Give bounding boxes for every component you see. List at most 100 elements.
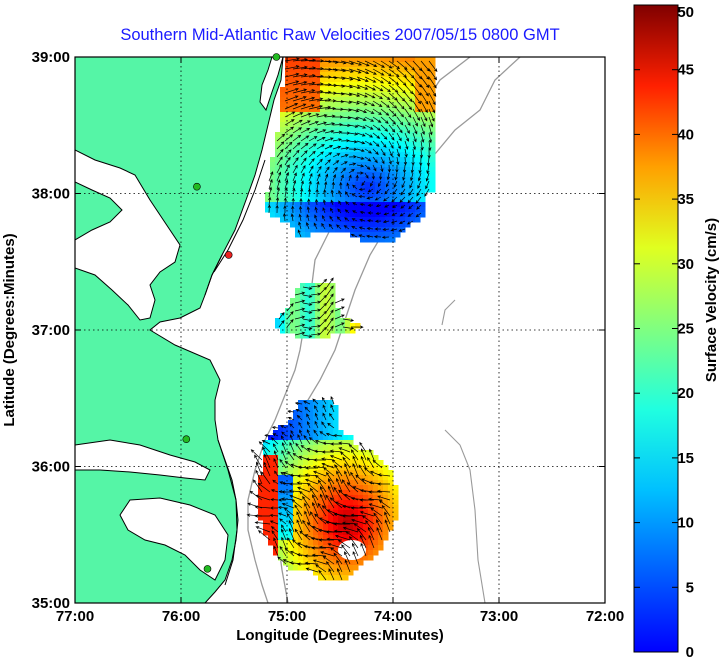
velocity-cell <box>330 152 336 158</box>
velocity-cell <box>270 187 276 193</box>
velocity-cell <box>318 450 324 456</box>
velocity-arrow <box>380 92 391 100</box>
velocity-arrow <box>282 559 295 565</box>
velocity-arrow <box>339 451 351 461</box>
velocity-cell <box>338 515 344 521</box>
velocity-cell <box>295 172 301 178</box>
velocity-arrow <box>343 225 350 230</box>
velocity-cell <box>400 67 406 73</box>
velocity-cell <box>293 455 299 461</box>
velocity-cell <box>388 495 394 501</box>
velocity-cell <box>345 157 351 163</box>
velocity-cell <box>348 445 354 451</box>
velocity-arrow <box>348 147 358 151</box>
velocity-arrow <box>428 140 432 151</box>
velocity-cell <box>285 207 291 213</box>
velocity-arrow <box>404 60 416 71</box>
velocity-cell <box>310 97 316 103</box>
velocity-cell <box>345 87 351 93</box>
velocity-arrow <box>300 89 316 94</box>
velocity-cell <box>293 550 299 556</box>
velocity-cell <box>298 560 304 566</box>
velocity-cell <box>270 157 276 163</box>
velocity-cell <box>308 480 314 486</box>
velocity-cell <box>333 445 339 451</box>
velocity-cell <box>415 217 421 223</box>
velocity-cell <box>320 192 326 198</box>
velocity-cell <box>293 480 299 486</box>
velocity-arrow <box>316 136 326 142</box>
velocity-cell <box>355 72 361 78</box>
velocity-arrow <box>304 554 318 558</box>
velocity-cell <box>313 480 319 486</box>
velocity-cell <box>328 575 334 581</box>
velocity-cell <box>290 167 296 173</box>
velocity-cell <box>313 520 319 526</box>
velocity-cell <box>345 212 351 218</box>
velocity-arrow <box>337 539 351 549</box>
velocity-cell <box>345 62 351 68</box>
velocity-cell <box>390 232 396 238</box>
velocity-arrow <box>332 153 341 158</box>
velocity-cell <box>405 212 411 218</box>
velocity-cell <box>303 515 309 521</box>
velocity-cell <box>333 555 339 561</box>
velocity-arrow <box>360 448 367 461</box>
velocity-cell <box>310 288 316 294</box>
velocity-cell <box>310 217 316 223</box>
velocity-cell <box>263 460 269 466</box>
velocity-cell <box>380 192 386 198</box>
velocity-cell <box>360 67 366 73</box>
velocity-cell <box>365 142 371 148</box>
velocity-cell <box>308 530 314 536</box>
velocity-cell <box>343 450 349 456</box>
velocity-cell <box>298 505 304 511</box>
velocity-cell <box>355 197 361 203</box>
velocity-cell <box>320 117 326 123</box>
velocity-arrow <box>289 494 303 501</box>
velocity-cell <box>373 455 379 461</box>
velocity-cell <box>368 545 374 551</box>
velocity-cell <box>385 82 391 88</box>
velocity-arrow <box>280 425 287 429</box>
velocity-cell <box>333 550 339 556</box>
velocity-cell <box>375 227 381 233</box>
velocity-cell <box>368 540 374 546</box>
velocity-cell <box>318 410 324 416</box>
velocity-cell <box>405 217 411 223</box>
velocity-cell <box>270 182 276 188</box>
velocity-cell <box>355 207 361 213</box>
velocity-arrow <box>340 76 354 81</box>
velocity-cell <box>285 147 291 153</box>
velocity-cell <box>335 212 341 218</box>
velocity-cell <box>335 217 341 223</box>
velocity-arrow <box>308 128 319 134</box>
velocity-cell <box>330 92 336 98</box>
velocity-cell <box>295 222 301 228</box>
velocity-cell <box>285 142 291 148</box>
velocity-cell <box>305 162 311 168</box>
velocity-arrow <box>329 215 334 222</box>
velocity-arrow <box>273 450 279 461</box>
velocity-cell <box>400 202 406 208</box>
velocity-cell <box>395 197 401 203</box>
velocity-cell <box>360 107 366 113</box>
velocity-cell <box>283 455 289 461</box>
velocity-cell <box>318 565 324 571</box>
velocity-cell <box>383 480 389 486</box>
velocity-cell <box>270 197 276 203</box>
velocity-arrow <box>348 132 359 136</box>
velocity-arrow <box>309 487 319 501</box>
velocity-cell <box>328 530 334 536</box>
velocity-arrow <box>320 551 335 557</box>
velocity-cell <box>300 142 306 148</box>
velocity-cell <box>343 560 349 566</box>
velocity-cell <box>280 217 286 223</box>
velocity-arrow <box>317 502 327 517</box>
velocity-cell <box>318 540 324 546</box>
velocity-cell <box>268 460 274 466</box>
velocity-cell <box>353 500 359 506</box>
velocity-arrow <box>372 459 383 469</box>
velocity-cell <box>395 227 401 233</box>
velocity-arrow <box>372 108 382 115</box>
